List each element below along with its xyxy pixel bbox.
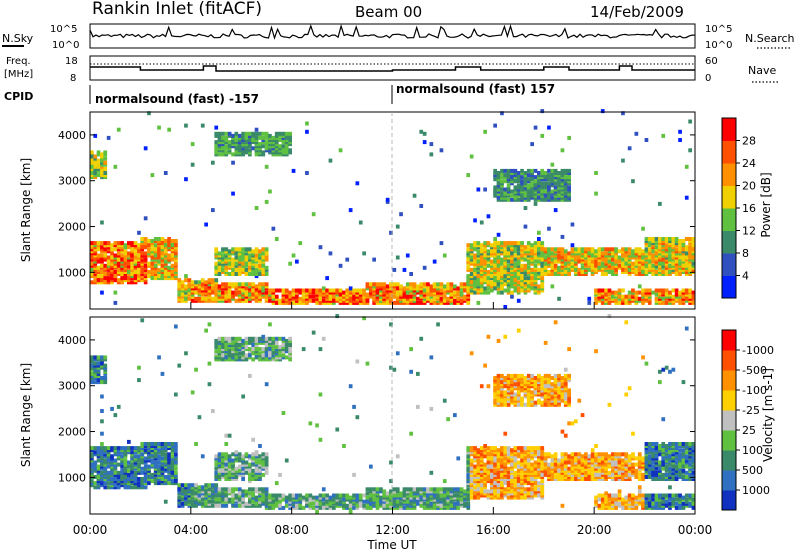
ytick-label: 4000 [58, 129, 86, 142]
freq-panel: 18 8 60 0 Freq. [MHz] Nave [4, 55, 778, 84]
colorbar-swatch [722, 390, 736, 411]
velocity-colorbar-label: Velocity [m s-1] [761, 368, 775, 462]
colorbar-tick: 28 [742, 135, 756, 148]
colorbar-tick: 100 [742, 444, 763, 457]
station-title: Rankin Inlet (fitACF) [92, 0, 262, 19]
colorbar-swatch [722, 410, 736, 431]
freq-label-line1: Freq. [6, 56, 31, 67]
ytick-label: 3000 [58, 380, 86, 393]
beam-title: Beam 00 [355, 3, 422, 21]
noise-panel: 10^5 10^0 10^5 10^0 N.Sky N.Search [2, 23, 795, 51]
noise-right-tick-top: 10^5 [705, 24, 732, 35]
colorbar-swatch [722, 230, 736, 254]
noise-left-tick-bottom: 10^0 [52, 40, 79, 51]
colorbar-swatch [722, 330, 736, 351]
freq-left-tick-bottom: 8 [70, 73, 76, 84]
colorbar-swatch [722, 163, 736, 186]
time-tick-label: 00:00 [73, 523, 108, 537]
colorbar-swatch [722, 470, 736, 491]
time-tick-label: 16:00 [476, 523, 511, 537]
velocity-ylabel: Slant Range [km] [19, 363, 33, 467]
time-axis-label: Time UT [366, 538, 417, 552]
colorbar-swatch [722, 350, 736, 371]
colorbar-tick: 8 [742, 247, 749, 260]
colorbar-tick: 24 [742, 157, 756, 170]
time-tick-label: 04:00 [174, 523, 209, 537]
colorbar-tick: -1000 [742, 344, 774, 357]
time-tick-label: 12:00 [375, 523, 410, 537]
colorbar-tick: -500 [742, 364, 767, 377]
ytick-label: 1000 [58, 471, 86, 484]
time-tick-label: 08:00 [274, 523, 309, 537]
velocity-panel: 1000 2000 3000 4000 Slant Range [km] [19, 314, 696, 515]
freq-right-tick-bottom: 0 [705, 73, 711, 84]
colorbar-tick: 500 [742, 464, 763, 477]
colorbar-tick: 4 [742, 270, 749, 283]
ytick-label: 2000 [58, 426, 86, 439]
colorbar-swatch [722, 140, 736, 164]
noise-trace [89, 23, 696, 40]
freq-trace [90, 65, 695, 72]
colorbar-swatch [722, 490, 736, 511]
colorbar-swatch [722, 208, 736, 231]
colorbar-swatch [722, 450, 736, 471]
colorbar-tick: 1000 [742, 484, 770, 497]
time-tick-label: 20:00 [577, 523, 612, 537]
velocity-colorbar: 1000 500 100 25 -25 -100 -500 -1000 Velocity [m… [721, 329, 775, 511]
ytick-label: 2000 [58, 221, 86, 234]
colorbar-swatch [722, 118, 736, 141]
colorbar-tick: 12 [742, 225, 756, 238]
date-title: 14/Feb/2009 [590, 3, 684, 21]
time-axis: 00:00 04:00 08:00 12:00 16:00 20:00 00:00 [73, 302, 713, 537]
colorbar-tick: 20 [742, 180, 756, 193]
colorbar-swatch [722, 253, 736, 276]
cpid-strip: CPID normalsound (fast) -157 normalsound… [4, 82, 555, 106]
freq-left-tick-top: 18 [65, 56, 78, 67]
time-tick-label: 00:00 [678, 523, 713, 537]
cpid-segment-1: normalsound (fast) -157 [95, 92, 259, 106]
colorbar-swatch [722, 430, 736, 451]
power-panel: 1000 2000 3000 4000 Slant Range [km] [19, 109, 696, 310]
nave-label: Nave [748, 64, 776, 77]
freq-right-tick-top: 60 [705, 56, 718, 67]
nsearch-label: N.Search [745, 32, 795, 45]
cpid-segment-2: normalsound (fast) 157 [396, 82, 555, 96]
power-colorbar: 4 8 12 16 20 24 28 Power [dB] [721, 117, 773, 299]
noise-right-tick-bottom: 10^0 [705, 40, 732, 51]
power-colorbar-label: Power [dB] [759, 172, 773, 237]
colorbar-tick: 25 [742, 424, 756, 437]
colorbar-tick: 16 [742, 202, 756, 215]
colorbar-swatch [722, 275, 736, 299]
colorbar-tick: -25 [742, 404, 760, 417]
ytick-label: 3000 [58, 175, 86, 188]
colorbar-tick: -100 [742, 384, 767, 397]
ytick-label: 4000 [58, 334, 86, 347]
ytick-label: 1000 [58, 266, 86, 279]
nsky-label: N.Sky [2, 32, 34, 45]
noise-left-tick-top: 10^5 [50, 24, 77, 35]
colorbar-swatch [722, 370, 736, 391]
colorbar-swatch [722, 185, 736, 209]
power-ylabel: Slant Range [km] [19, 158, 33, 262]
cpid-label: CPID [4, 90, 33, 103]
freq-label-line2: [MHz] [4, 69, 33, 80]
